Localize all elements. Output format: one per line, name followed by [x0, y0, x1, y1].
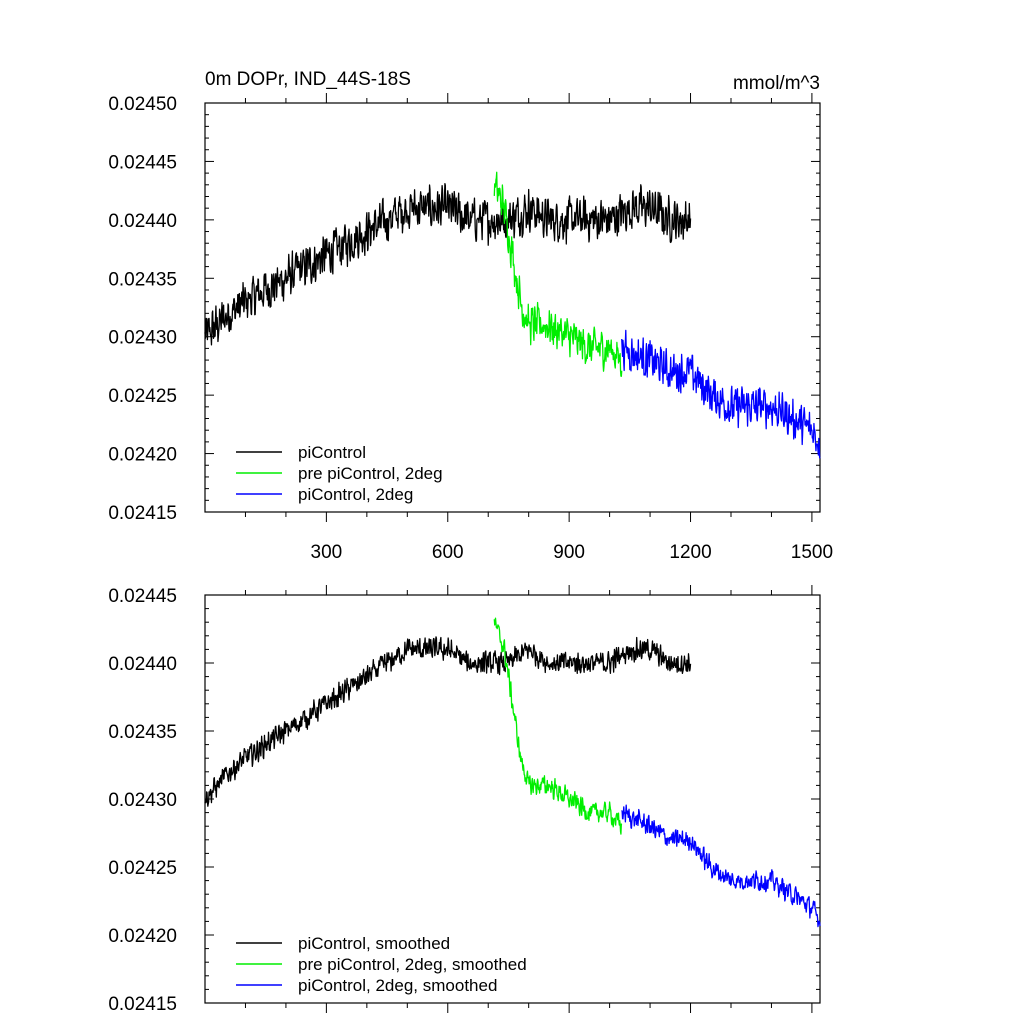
top-panel: 0.02415 0.02420 0.02425 0.02430 0.02435 0.024…: [108, 69, 833, 563]
y-tick-label: 0.02415: [108, 503, 177, 524]
y-tick-label: 0.02420: [108, 926, 177, 947]
legend-label-3: piControl, 2deg: [298, 485, 413, 504]
y-tick-label: 0.02445: [108, 152, 177, 173]
legend-label-2: pre piControl, 2deg: [298, 464, 443, 483]
legend-label-2: pre piControl, 2deg, smoothed: [298, 955, 527, 974]
y-tick-label: 0.02430: [108, 790, 177, 811]
x-tick-label: 1500: [791, 542, 833, 563]
x-tick-label: 300: [311, 542, 343, 563]
y-tick-label: 0.02420: [108, 445, 177, 466]
series-line-1: [204, 636, 692, 807]
legend-label-1: piControl: [298, 443, 366, 462]
y-tick-label: 0.02415: [108, 994, 177, 1015]
y-tick-label: 0.02435: [108, 722, 177, 743]
y-tick-label: 0.02445: [108, 586, 177, 607]
units-label: mmol/m^3: [733, 73, 820, 94]
legend-label-3: piControl, 2deg, smoothed: [298, 976, 497, 995]
series-line-2: [493, 171, 623, 377]
y-tick-label: 0.02435: [108, 269, 177, 290]
y-tick-label: 0.02425: [108, 386, 177, 407]
chart-title: 0m DOPr, IND_44S-18S: [205, 69, 411, 90]
series-line-2: [493, 617, 623, 835]
x-tick-label: 600: [432, 542, 464, 563]
series-line-3: [621, 329, 821, 459]
y-tick-label: 0.02450: [108, 94, 177, 115]
x-tick-label: 1200: [669, 542, 711, 563]
y-tick-label: 0.02430: [108, 328, 177, 349]
x-tick-label: 900: [553, 542, 585, 563]
series-line-1: [204, 183, 692, 346]
y-tick-label: 0.02440: [108, 211, 177, 232]
y-tick-label: 0.02440: [108, 654, 177, 675]
y-tick-label: 0.02425: [108, 858, 177, 879]
bottom-panel: 0.02415 0.02420 0.02425 0.02430 0.02435 0.024…: [108, 585, 821, 1015]
series-line-3: [621, 804, 821, 928]
legend-label-1: piControl, smoothed: [298, 934, 450, 953]
plot-frame: [204, 102, 821, 513]
